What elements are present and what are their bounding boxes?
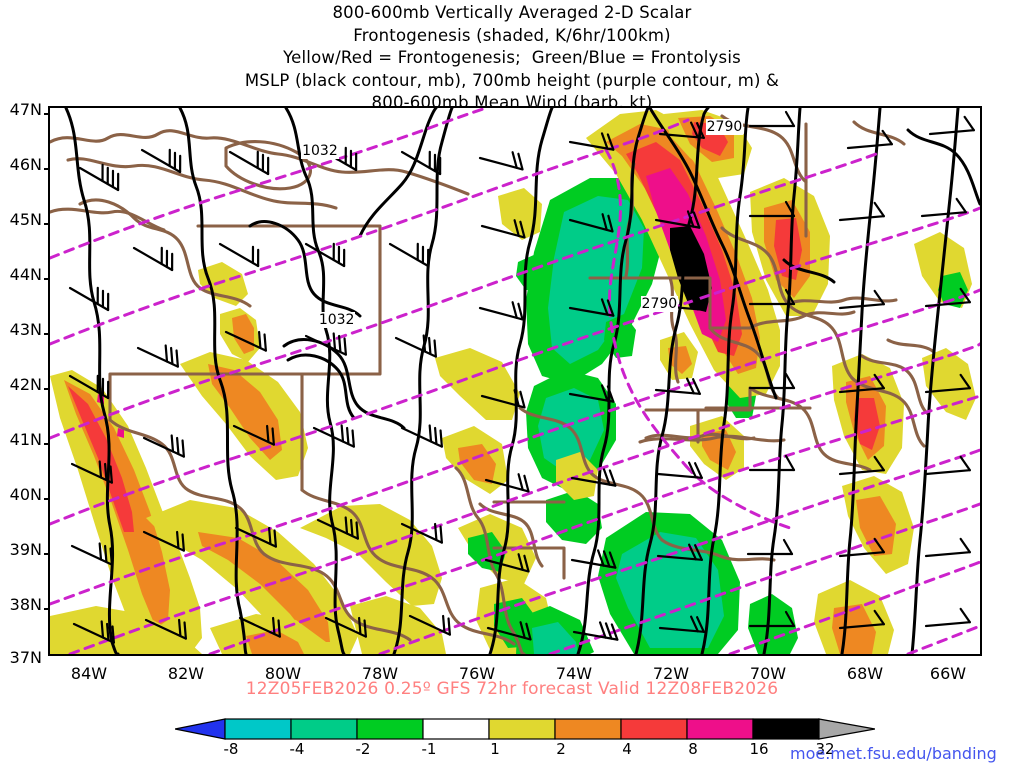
- title-line-1: 800-600mb Vertically Averaged 2-D Scalar: [332, 3, 692, 22]
- x-tick-label: 76W: [458, 664, 496, 683]
- shade-yellow: [198, 262, 248, 306]
- y-tick-label: 42N: [9, 375, 42, 394]
- frontogenesis-map: [50, 108, 980, 654]
- shade-green: [516, 254, 546, 290]
- colorbar-tick-label: 2: [556, 740, 566, 758]
- y-tick: [44, 553, 50, 555]
- x-tick-label: 80W: [264, 664, 302, 683]
- y-tick: [44, 608, 50, 610]
- y-tick-label: 37N: [9, 648, 42, 667]
- cb-bin: [224, 718, 292, 740]
- y-tick: [44, 113, 50, 115]
- site-watermark: moe.met.fsu.edu/banding: [790, 744, 997, 763]
- colorbar-tick-label: -4: [289, 740, 305, 758]
- x-tick-label: 68W: [846, 664, 884, 683]
- cb-bin: [686, 718, 754, 740]
- y-tick-label: 41N: [9, 430, 42, 449]
- x-tick-label: 74W: [555, 664, 593, 683]
- y-tick: [44, 498, 50, 500]
- cb-bin: [356, 718, 424, 740]
- shade-black: [670, 226, 712, 312]
- cb-bin: [290, 718, 358, 740]
- colorbar-tick-label: 8: [688, 740, 698, 758]
- colorbar-tick-label: 1: [490, 740, 500, 758]
- forecast-caption: 12Z05FEB2026 0.25º GFS 72hr forecast Val…: [245, 679, 779, 699]
- colorbar-tick-label: 16: [749, 740, 769, 758]
- y-tick: [44, 168, 50, 170]
- shade-green: [938, 272, 968, 308]
- shade-yellow: [435, 348, 520, 420]
- cb-bin: [422, 718, 490, 740]
- x-tick-label: 66W: [929, 664, 967, 683]
- cb-bin: [752, 718, 820, 740]
- y-tick: [44, 388, 50, 390]
- x-tick-label: 70W: [749, 664, 787, 683]
- colorbar-tick-label: 4: [622, 740, 632, 758]
- shade-teal: [548, 196, 644, 364]
- cb-under-arrow: [175, 718, 226, 740]
- colorbar-tick-label: 32: [815, 740, 835, 758]
- cb-bin: [620, 718, 688, 740]
- y-tick-label: 46N: [9, 155, 42, 174]
- y-tick-label: 47N: [9, 100, 42, 119]
- wind-barbs: [68, 110, 975, 644]
- y-tick-label: 38N: [9, 595, 42, 614]
- y-tick-label: 45N: [9, 210, 42, 229]
- y-tick: [44, 333, 50, 335]
- shade-red: [854, 398, 880, 450]
- shade-orange: [856, 496, 896, 556]
- cb-bin: [488, 718, 556, 740]
- shade-red: [68, 386, 134, 532]
- x-tick-label: 78W: [361, 664, 399, 683]
- shade-orange: [208, 364, 282, 460]
- shade-orange: [458, 444, 496, 484]
- colorbar-tick-label: -2: [355, 740, 371, 758]
- shade-orange: [232, 314, 254, 354]
- x-tick-label: 84W: [70, 664, 108, 683]
- y-tick: [44, 223, 50, 225]
- title-line-2: Frontogenesis (shaded, K/6hr/100km): [353, 25, 671, 45]
- x-tick-label: 72W: [652, 664, 690, 683]
- cb-over-arrow: [818, 718, 875, 740]
- y-tick-label: 43N: [9, 320, 42, 339]
- shade-teal: [532, 622, 578, 654]
- cb-bin: [554, 718, 622, 740]
- shade-orange: [198, 532, 330, 642]
- colorbar: -8 -4 -2 -1 1 2 4 8 16 32: [0, 714, 1024, 768]
- y-tick-label: 40N: [9, 485, 42, 504]
- title-line-4: MSLP (black contour, mb), 700mb height (…: [244, 70, 780, 90]
- y-tick: [44, 443, 50, 445]
- y-tick-label: 39N: [9, 540, 42, 559]
- shade-magenta-dot2: [117, 428, 124, 438]
- map-plot-area: 1032 1032 2790 2790: [48, 106, 982, 656]
- shade-red: [774, 218, 802, 280]
- colorbar-tick-label: -8: [223, 740, 239, 758]
- title-line-3: Yellow/Red = Frontogenesis; Green/Blue =…: [283, 48, 741, 67]
- shade-yellow: [300, 504, 442, 606]
- colorbar-swatches: [175, 718, 875, 740]
- height-contours: [50, 108, 980, 654]
- y-tick-label: 44N: [9, 265, 42, 284]
- colorbar-tick-label: -1: [421, 740, 437, 758]
- shade-yellow: [350, 596, 446, 654]
- y-tick: [44, 278, 50, 280]
- chart-title-block: 800-600mb Vertically Averaged 2-D Scalar…: [0, 2, 1024, 115]
- shade-orange: [668, 346, 692, 374]
- shade-yellow: [50, 606, 202, 654]
- shade-green: [748, 594, 798, 654]
- shade-yellow: [498, 188, 542, 240]
- x-tick-label: 82W: [167, 664, 205, 683]
